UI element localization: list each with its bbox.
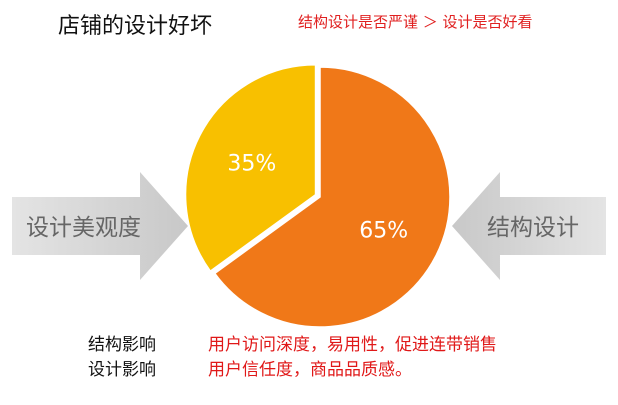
pie-label-65: 65% [359,218,408,243]
left-arrow-shape [12,172,188,280]
legend-label-design: 设计影响 [88,360,156,380]
legend-label-structure: 结构影响 [88,335,156,355]
subtitle: 结构设计是否严谨 ＞ 设计是否好看 [298,13,533,31]
right-arrow-label: 结构设计 [487,215,579,241]
legend-desc-structure: 用户访问深度，易用性，促进连带销售 [208,335,497,355]
right-arrow-shape [452,172,606,280]
pie-slice-35 [184,63,317,273]
pie-label-35: 35% [227,151,276,176]
legend-desc-design: 用户信任度，商品品质感。 [208,360,412,380]
page-title: 店铺的设计好坏 [58,14,213,39]
left-arrow-label: 设计美观度 [26,215,141,241]
pie-slice-65 [213,66,451,328]
